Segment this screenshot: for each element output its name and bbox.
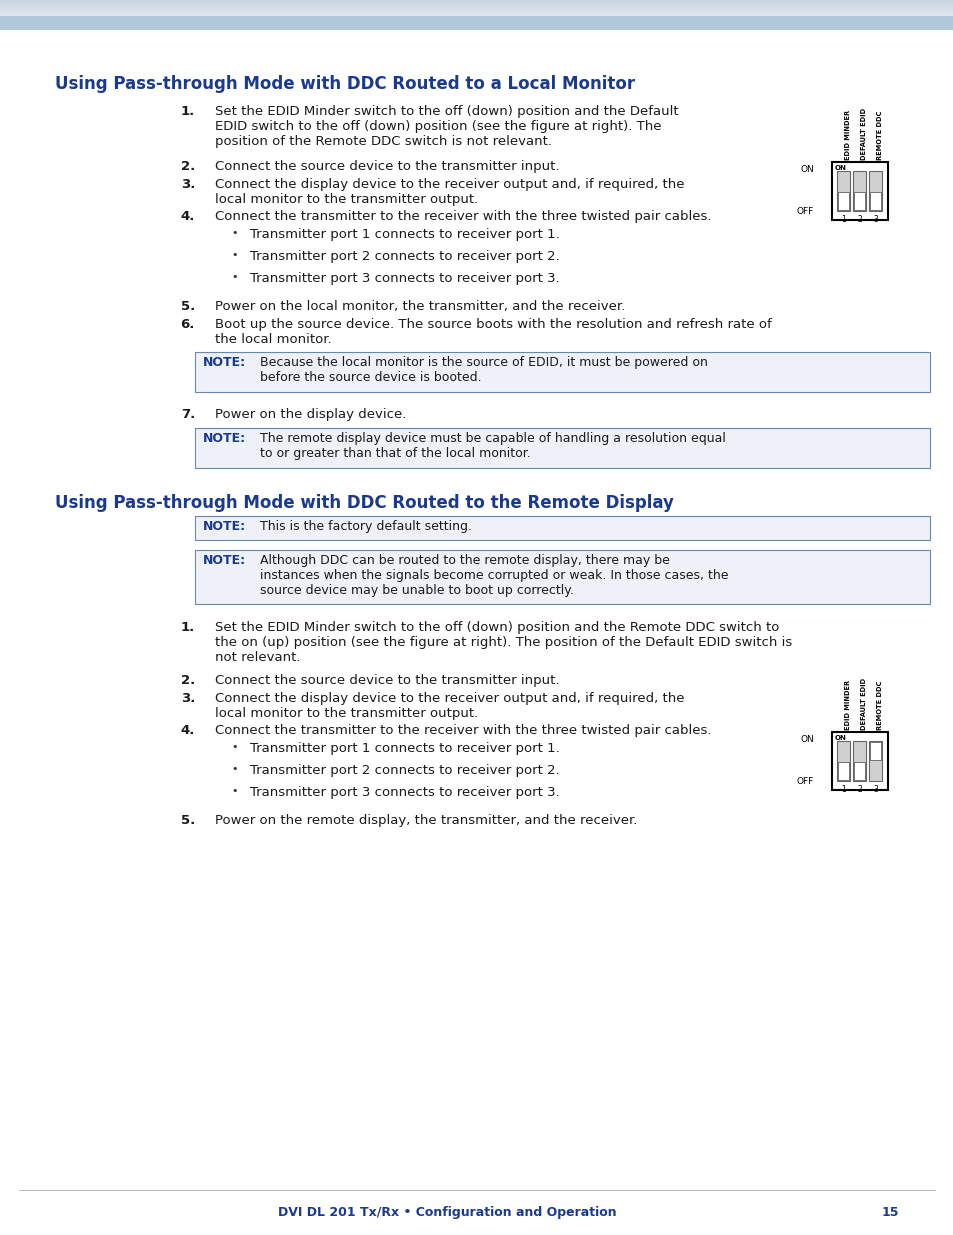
Text: 5.: 5. [180,300,194,312]
Text: Power on the display device.: Power on the display device. [214,408,406,421]
Text: 4.: 4. [180,210,194,224]
Text: Transmitter port 1 connects to receiver port 1.: Transmitter port 1 connects to receiver … [250,228,559,241]
Bar [853,193,864,210]
Text: •: • [232,249,238,261]
Text: 2.: 2. [180,674,194,687]
Bar [852,170,865,211]
Text: •: • [232,785,238,797]
Text: Connect the transmitter to the receiver with the three twisted pair cables.: Connect the transmitter to the receiver … [214,724,711,737]
Text: 3.: 3. [180,178,194,191]
Text: Connect the display device to the receiver output and, if required, the
local mo: Connect the display device to the receiv… [214,692,684,720]
Bar [853,762,864,781]
Text: 1: 1 [841,785,845,794]
Text: Set the EDID Minder switch to the off (down) position and the Default
EDID switc: Set the EDID Minder switch to the off (d… [214,105,678,148]
Text: ON: ON [800,736,813,745]
Text: The remote display device must be capable of handling a resolution equal
to or g: The remote display device must be capabl… [260,432,725,459]
Bar [868,170,882,211]
Bar [869,742,880,760]
Text: Transmitter port 2 connects to receiver port 2.: Transmitter port 2 connects to receiver … [250,249,559,263]
Bar [194,550,929,604]
Text: NOTE:: NOTE: [203,356,246,369]
Text: Set the EDID Minder switch to the off (down) position and the Remote DDC switch : Set the EDID Minder switch to the off (d… [214,621,791,664]
Bar [194,516,929,540]
Text: Boot up the source device. The source boots with the resolution and refresh rate: Boot up the source device. The source bo… [214,317,771,346]
Text: 2: 2 [856,215,861,224]
Bar [869,193,880,210]
Text: Power on the local monitor, the transmitter, and the receiver.: Power on the local monitor, the transmit… [214,300,624,312]
Text: Power on the remote display, the transmitter, and the receiver.: Power on the remote display, the transmi… [214,814,637,827]
Text: 7.: 7. [180,408,194,421]
Text: 3: 3 [872,215,877,224]
Text: EDID MINDER: EDID MINDER [844,110,851,161]
Bar [837,762,848,781]
Text: 3: 3 [872,785,877,794]
Bar [194,352,929,391]
Text: REMOTE DDC: REMOTE DDC [877,680,882,730]
Bar [836,170,849,211]
Text: EDID MINDER: EDID MINDER [844,680,851,730]
Text: 2: 2 [856,785,861,794]
Text: DVI DL 201 Tx/Rx • Configuration and Operation: DVI DL 201 Tx/Rx • Configuration and Ope… [277,1207,616,1219]
Bar [837,193,848,210]
Text: 4.: 4. [180,724,194,737]
Text: NOTE:: NOTE: [203,432,246,445]
Bar [836,741,849,781]
Bar [831,732,887,790]
Text: 1.: 1. [180,105,194,119]
Text: Although DDC can be routed to the remote display, there may be
instances when th: Although DDC can be routed to the remote… [260,555,728,597]
Text: Using Pass-through Mode with DDC Routed to the Remote Display: Using Pass-through Mode with DDC Routed … [55,494,673,513]
Text: 1: 1 [841,215,845,224]
Text: DEFAULT EDID: DEFAULT EDID [861,107,866,161]
Text: •: • [232,764,238,774]
Text: Connect the source device to the transmitter input.: Connect the source device to the transmi… [214,674,558,687]
Text: NOTE:: NOTE: [203,555,246,567]
Text: ON: ON [834,735,846,741]
Text: NOTE:: NOTE: [203,520,246,534]
Text: Connect the transmitter to the receiver with the three twisted pair cables.: Connect the transmitter to the receiver … [214,210,711,224]
Text: Because the local monitor is the source of EDID, it must be powered on
before th: Because the local monitor is the source … [260,356,707,384]
Text: •: • [232,742,238,752]
Text: 2.: 2. [180,161,194,173]
Text: OFF: OFF [796,778,813,787]
Text: ON: ON [800,165,813,174]
Text: This is the factory default setting.: This is the factory default setting. [260,520,472,534]
Text: 15: 15 [882,1207,899,1219]
Text: REMOTE DDC: REMOTE DDC [877,111,882,161]
Text: DEFAULT EDID: DEFAULT EDID [861,678,866,730]
Text: 6.: 6. [180,317,194,331]
Text: ON: ON [834,165,846,170]
Bar [868,741,882,781]
Text: 3.: 3. [180,692,194,705]
Text: Using Pass-through Mode with DDC Routed to a Local Monitor: Using Pass-through Mode with DDC Routed … [55,75,635,93]
Text: Transmitter port 3 connects to receiver port 3.: Transmitter port 3 connects to receiver … [250,272,559,285]
Bar [852,741,865,781]
Bar [194,429,929,468]
Text: 1.: 1. [180,621,194,634]
Text: Transmitter port 3 connects to receiver port 3.: Transmitter port 3 connects to receiver … [250,785,559,799]
Text: •: • [232,272,238,282]
Text: •: • [232,228,238,238]
Text: Connect the display device to the receiver output and, if required, the
local mo: Connect the display device to the receiv… [214,178,684,206]
Bar [831,162,887,220]
Text: Transmitter port 1 connects to receiver port 1.: Transmitter port 1 connects to receiver … [250,742,559,755]
Text: OFF: OFF [796,207,813,216]
Text: 5.: 5. [180,814,194,827]
Bar [0,16,953,30]
Text: Connect the source device to the transmitter input.: Connect the source device to the transmi… [214,161,558,173]
Text: Transmitter port 2 connects to receiver port 2.: Transmitter port 2 connects to receiver … [250,764,559,777]
